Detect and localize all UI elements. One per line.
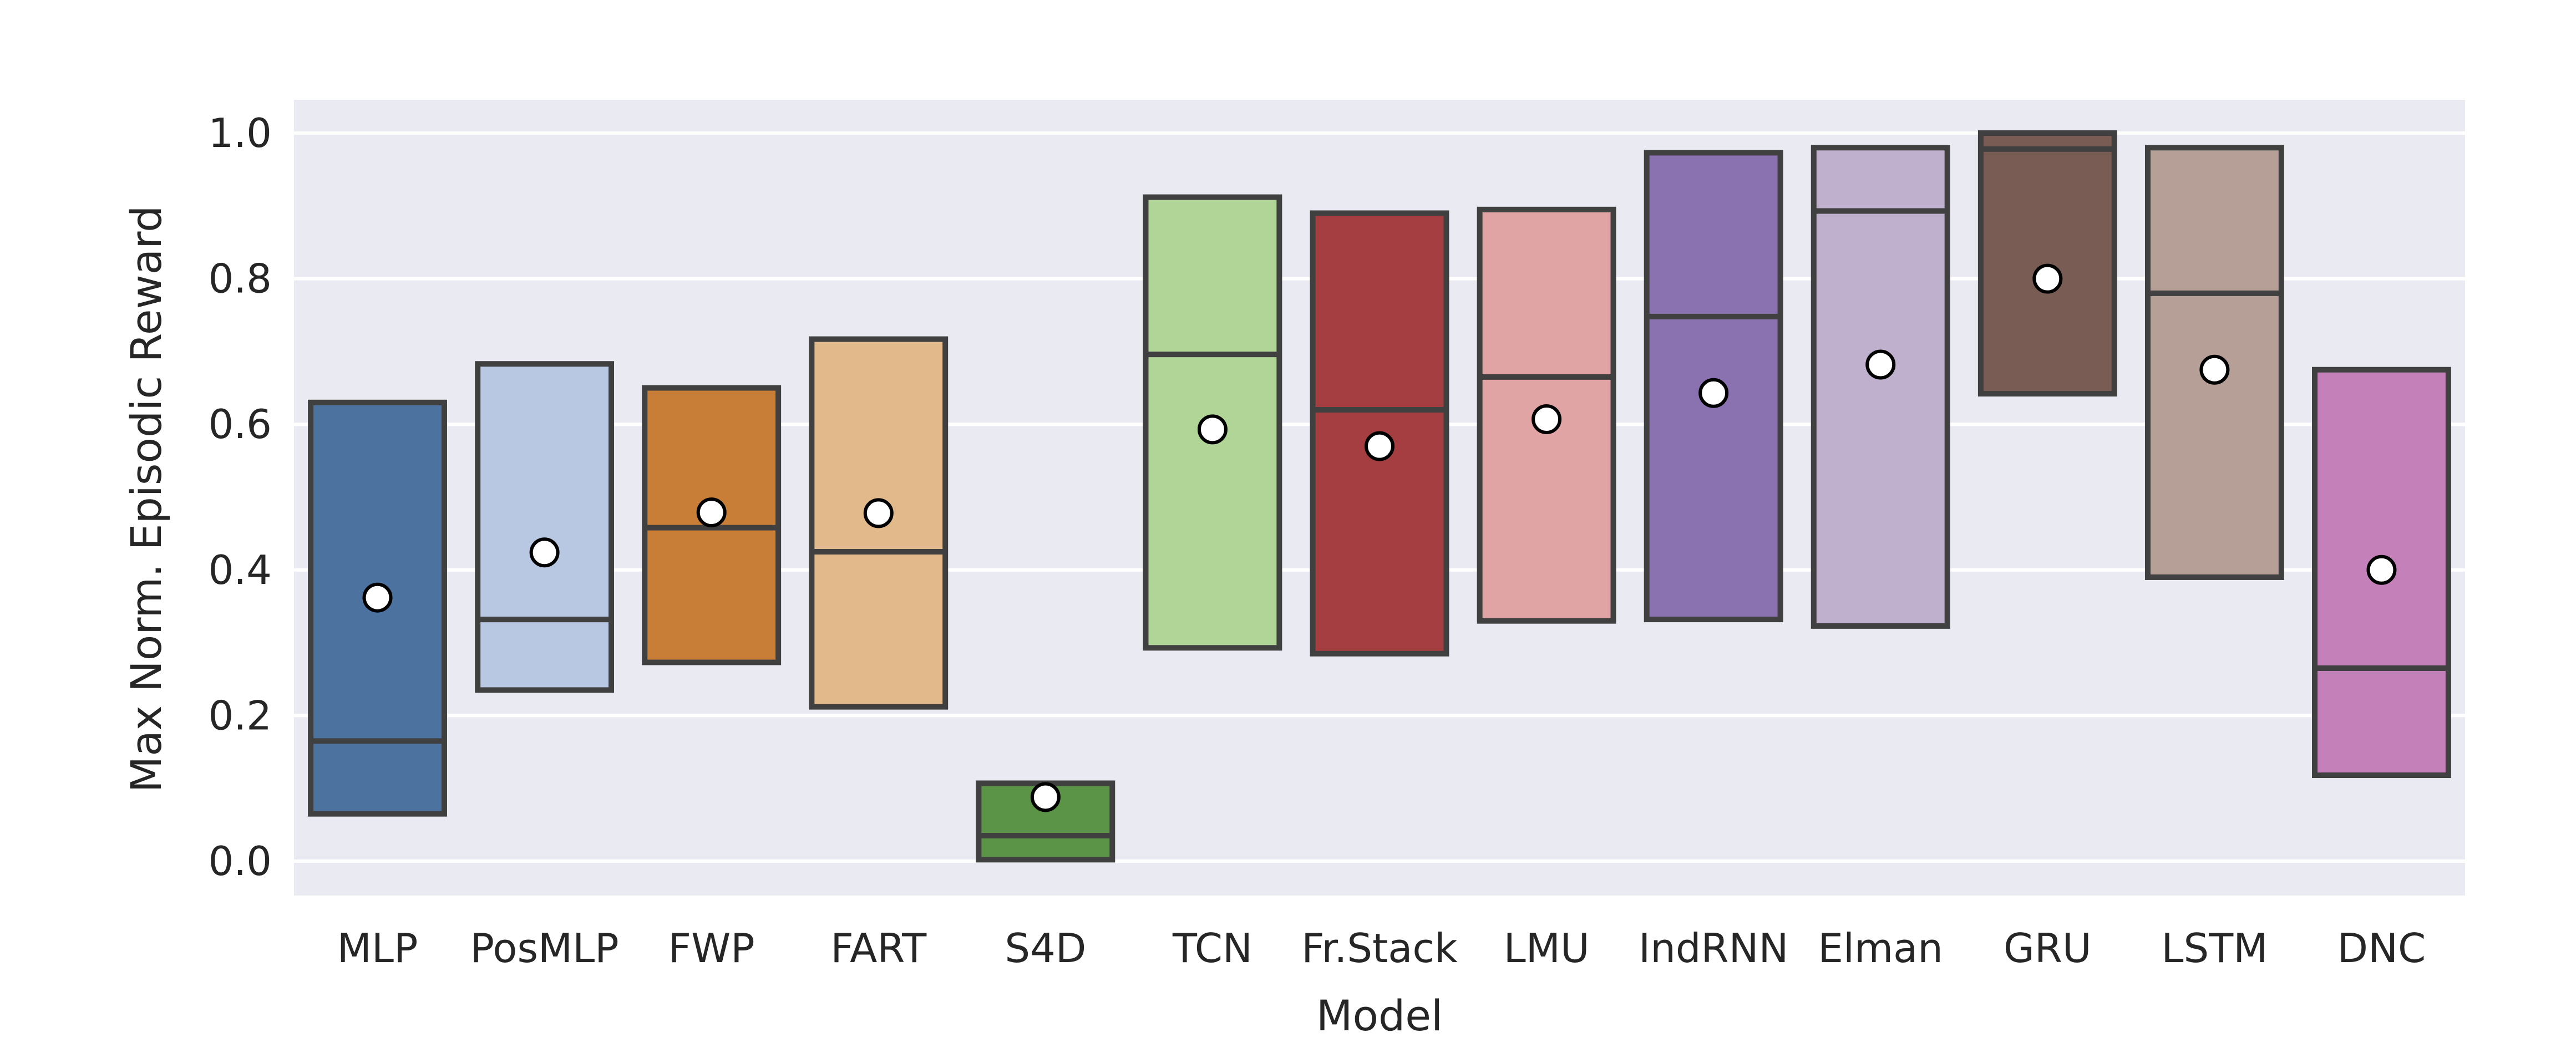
mean-marker bbox=[362, 582, 393, 613]
mean-marker bbox=[2199, 354, 2230, 385]
mean-marker bbox=[529, 537, 560, 568]
box-group bbox=[642, 385, 782, 665]
y-tick-label: 0.4 bbox=[208, 547, 272, 593]
x-tick-label: LMU bbox=[1504, 925, 1590, 972]
x-tick-labels: MLP PosMLP FWP FART S4D TCN Fr.Stack LMU IndRNN E… bbox=[337, 925, 2426, 972]
x-tick-label: FWP bbox=[668, 925, 755, 972]
box-group bbox=[1143, 194, 1282, 651]
boxes bbox=[308, 130, 2451, 863]
box-group bbox=[809, 336, 949, 710]
mean-marker bbox=[1365, 431, 1395, 461]
y-tick-label: 0.6 bbox=[208, 401, 272, 447]
box-group bbox=[1477, 206, 1616, 624]
x-tick-label: LSTM bbox=[2161, 925, 2268, 972]
box bbox=[475, 361, 615, 693]
box-group bbox=[976, 780, 1115, 863]
box-group bbox=[2144, 145, 2284, 580]
y-tick-labels: 0.0 0.2 0.4 0.6 0.8 1.0 bbox=[208, 110, 272, 884]
x-tick-label: TCN bbox=[1172, 925, 1252, 972]
box-group bbox=[1310, 210, 1449, 657]
mean-marker bbox=[1030, 782, 1061, 812]
box-group bbox=[1977, 130, 2117, 397]
box-group bbox=[475, 361, 615, 693]
y-tick-label: 0.8 bbox=[208, 256, 272, 302]
x-tick-label: Fr.Stack bbox=[1301, 925, 1458, 972]
x-tick-label: PosMLP bbox=[470, 925, 619, 972]
x-tick-label: MLP bbox=[337, 925, 418, 972]
box bbox=[308, 399, 447, 817]
mean-marker bbox=[2366, 555, 2397, 585]
mean-marker bbox=[1532, 404, 1562, 435]
mean-marker bbox=[1197, 414, 1228, 445]
x-tick-label: DNC bbox=[2337, 925, 2426, 972]
box-group bbox=[1644, 150, 1783, 623]
x-tick-label: S4D bbox=[1005, 925, 1086, 972]
mean-marker bbox=[1865, 349, 1896, 380]
y-tick-label: 1.0 bbox=[208, 110, 272, 156]
y-tick-label: 0.0 bbox=[208, 838, 272, 884]
box bbox=[1811, 145, 1950, 629]
x-tick-label: IndRNN bbox=[1639, 925, 1788, 972]
box-group bbox=[2312, 367, 2451, 779]
x-axis-label: Model bbox=[1316, 991, 1443, 1040]
mean-marker bbox=[863, 498, 894, 528]
y-tick-label: 0.2 bbox=[208, 692, 272, 739]
mean-marker bbox=[1698, 378, 1729, 408]
x-tick-label: Elman bbox=[1818, 925, 1943, 972]
x-tick-label: FART bbox=[830, 925, 927, 972]
x-tick-label: GRU bbox=[2004, 925, 2092, 972]
mean-marker bbox=[696, 497, 727, 528]
mean-marker bbox=[2032, 263, 2063, 294]
y-axis-label: Max Norm. Episodic Reward bbox=[121, 206, 171, 793]
box bbox=[1977, 130, 2117, 397]
box-group bbox=[1811, 145, 1950, 629]
box-group bbox=[308, 399, 447, 817]
